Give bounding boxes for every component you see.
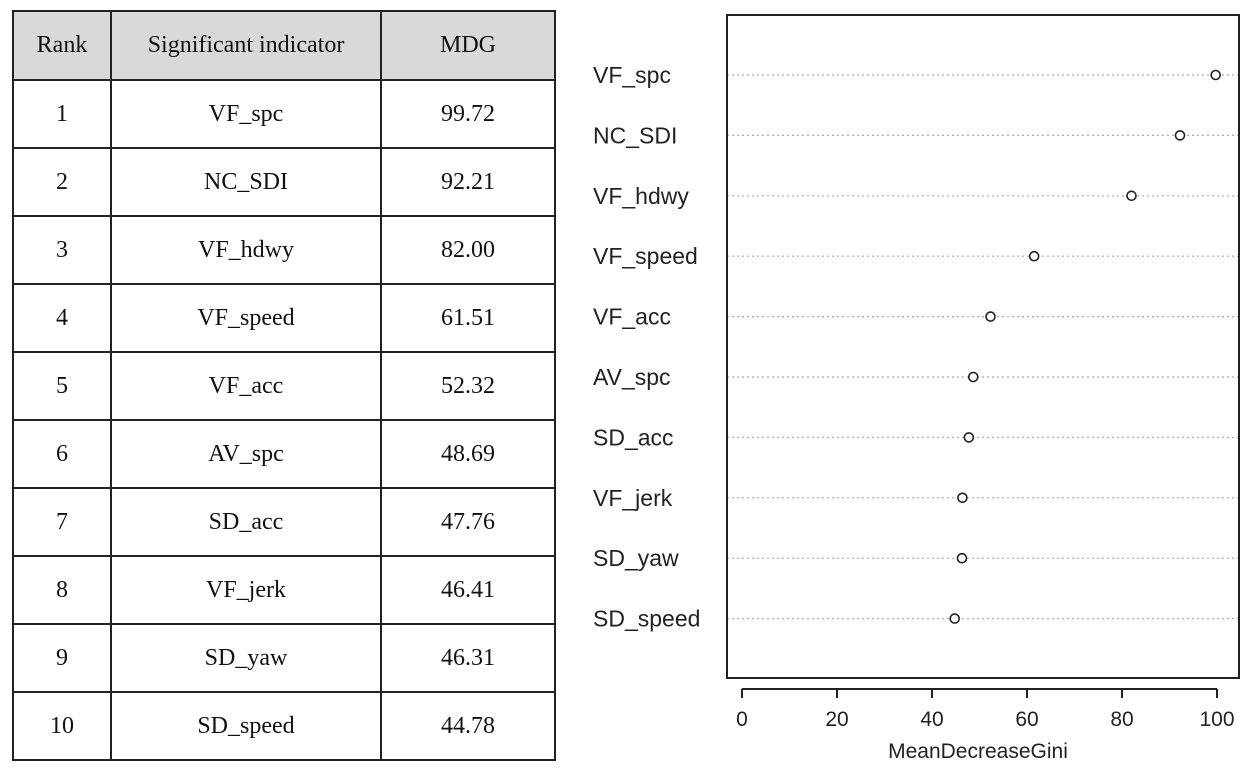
x-axis: 0 20 40 60 80 100 <box>736 688 1235 731</box>
indicator-cell: VF_jerk <box>110 555 382 625</box>
x-tick-label: 20 <box>825 708 848 731</box>
mdg-cell: 92.21 <box>380 147 556 217</box>
indicator-cell: NC_SDI <box>110 147 382 217</box>
ranking-table: Rank Significant indicator MDG 1 VF_spc … <box>12 10 556 761</box>
y-tick-label: VF_acc <box>593 304 671 330</box>
table-row: 5 VF_acc 52.32 <box>12 351 556 421</box>
table-row: 8 VF_jerk 46.41 <box>12 555 556 625</box>
header-mdg: MDG <box>380 10 556 81</box>
indicator-cell: SD_speed <box>110 691 382 761</box>
chart-guide-lines <box>727 74 1239 620</box>
mdg-cell: 82.00 <box>380 215 556 285</box>
indicator-cell: SD_yaw <box>110 623 382 693</box>
chart-points <box>949 69 1221 624</box>
x-tick-label: 100 <box>1199 708 1234 731</box>
table-row: 9 SD_yaw 46.31 <box>12 623 556 693</box>
indicator-cell: VF_speed <box>110 283 382 353</box>
rank-cell: 5 <box>12 351 112 421</box>
y-tick-label: SD_speed <box>593 606 700 632</box>
data-point <box>949 613 961 624</box>
rank-cell: 3 <box>12 215 112 285</box>
y-tick-label: SD_acc <box>593 424 674 450</box>
indicator-cell: SD_acc <box>110 487 382 557</box>
x-tick-label: 80 <box>1110 708 1133 731</box>
data-point <box>1028 250 1040 262</box>
data-point <box>956 552 968 564</box>
rank-cell: 2 <box>12 147 112 217</box>
header-rank: Rank <box>12 10 112 81</box>
data-point <box>1126 190 1137 202</box>
data-point <box>985 311 996 322</box>
mdg-cell: 52.32 <box>380 351 556 421</box>
table-row: 10 SD_speed 44.78 <box>12 691 556 761</box>
y-tick-label: AV_spc <box>593 364 671 390</box>
x-tick-label: 60 <box>1015 708 1038 731</box>
indicator-cell: VF_acc <box>110 351 382 421</box>
rank-cell: 8 <box>12 555 112 625</box>
indicator-cell: VF_spc <box>110 79 382 149</box>
mdg-cell: 44.78 <box>380 691 556 761</box>
rank-cell: 9 <box>12 623 112 693</box>
table-row: 7 SD_acc 47.76 <box>12 487 556 557</box>
table-row: 3 VF_hdwy 82.00 <box>12 215 556 285</box>
data-point <box>1174 130 1186 141</box>
rank-cell: 4 <box>12 283 112 353</box>
table-header-row: Rank Significant indicator MDG <box>12 10 556 81</box>
rank-cell: 1 <box>12 79 112 149</box>
header-indicator: Significant indicator <box>110 10 382 81</box>
x-tick-label: 0 <box>736 708 748 731</box>
y-tick-label: NC_SDI <box>593 122 677 148</box>
mdg-cell: 61.51 <box>380 283 556 353</box>
mdg-cell: 99.72 <box>380 79 556 149</box>
mdg-cell: 46.31 <box>380 623 556 693</box>
x-axis-title: MeanDecreaseGini <box>888 740 1068 763</box>
y-tick-label: VF_spc <box>593 62 671 88</box>
rank-cell: 10 <box>12 691 112 761</box>
table-row: 2 NC_SDI 92.21 <box>12 147 556 217</box>
indicator-cell: VF_hdwy <box>110 215 382 285</box>
mdg-cell: 48.69 <box>380 419 556 489</box>
plot-frame <box>726 14 1240 679</box>
mdg-cell: 46.41 <box>380 555 556 625</box>
data-point <box>963 432 975 443</box>
data-point <box>1210 69 1221 81</box>
y-tick-labels: VF_spc NC_SDI VF_hdwy VF_speed VF_acc AV_spc S… <box>593 62 700 632</box>
data-point <box>967 371 979 383</box>
y-tick-label: VF_jerk <box>593 485 673 511</box>
y-tick-label: VF_speed <box>593 243 698 269</box>
table-row: 4 VF_speed 61.51 <box>12 283 556 353</box>
y-tick-label: VF_hdwy <box>593 183 689 209</box>
data-point <box>957 492 968 504</box>
x-tick-label: 40 <box>920 708 943 731</box>
rank-cell: 7 <box>12 487 112 557</box>
mdg-cell: 47.76 <box>380 487 556 557</box>
table-row: 6 AV_spc 48.69 <box>12 419 556 489</box>
indicator-cell: AV_spc <box>110 419 382 489</box>
y-tick-label: SD_yaw <box>593 545 679 571</box>
rank-cell: 6 <box>12 419 112 489</box>
table-row: 1 VF_spc 99.72 <box>12 79 556 149</box>
